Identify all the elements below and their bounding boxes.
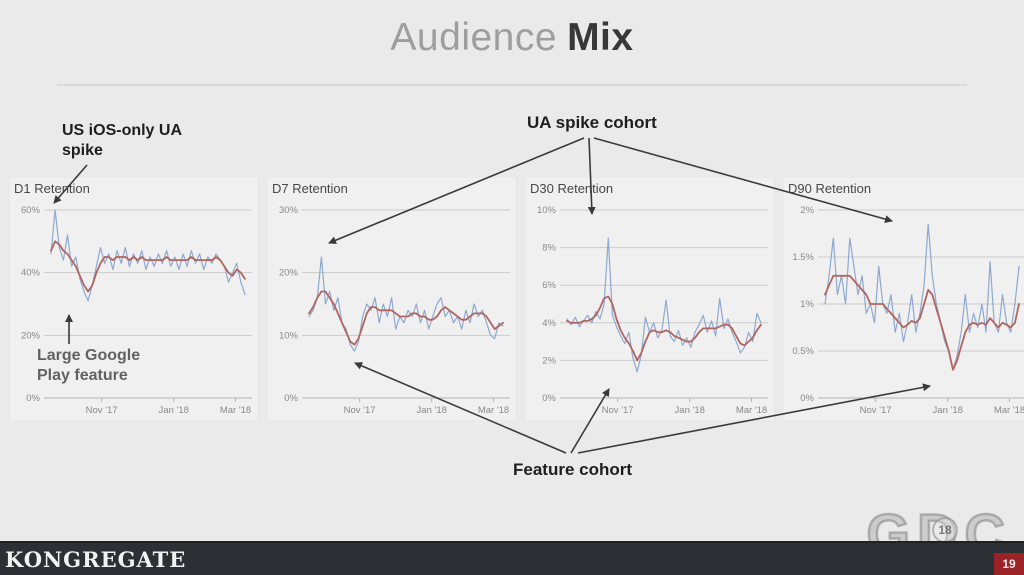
- svg-text:1%: 1%: [800, 299, 814, 310]
- chart-panel-d90-retention: D90 Retention 0% 0.5% 1% 1.5% 2% Nov '17 Jan '…: [784, 178, 1024, 420]
- annotation-google-play-feature: Large Google Play feature: [37, 347, 141, 385]
- svg-text:10%: 10%: [279, 330, 299, 341]
- svg-text:0%: 0%: [800, 393, 814, 404]
- svg-text:6%: 6%: [542, 280, 556, 291]
- svg-text:0%: 0%: [542, 393, 556, 404]
- svg-text:Nov '17: Nov '17: [602, 405, 634, 416]
- chart-panel-d7-retention: D7 Retention 0% 10% 20% 30% Nov '17 Jan '18 Ma…: [268, 178, 517, 420]
- svg-text:Nov '17: Nov '17: [344, 405, 376, 416]
- svg-text:4%: 4%: [542, 318, 556, 329]
- svg-text:8%: 8%: [542, 243, 556, 254]
- svg-text:Nov '17: Nov '17: [860, 405, 892, 416]
- svg-text:Jan '18: Jan '18: [159, 405, 189, 416]
- chart-title-d90: D90 Retention: [788, 181, 872, 196]
- chart-title-d1: D1 Retention: [14, 181, 90, 196]
- svg-text:0%: 0%: [284, 393, 298, 404]
- svg-text:Mar '18: Mar '18: [220, 405, 251, 416]
- svg-text:2%: 2%: [800, 205, 814, 216]
- page-number-badge: 19: [994, 553, 1024, 575]
- chart-title-d7: D7 Retention: [272, 181, 348, 196]
- annotation-feature-cohort: Feature cohort: [513, 460, 633, 479]
- svg-text:30%: 30%: [279, 205, 299, 216]
- svg-text:Jan '18: Jan '18: [675, 405, 705, 416]
- svg-text:2%: 2%: [542, 355, 556, 366]
- svg-text:60%: 60%: [21, 205, 41, 216]
- svg-text:0%: 0%: [26, 393, 40, 404]
- gdc-watermark-year: 18: [932, 517, 958, 543]
- d90-retention-chart: 0% 0.5% 1% 1.5% 2% Nov '17 Jan '18 Mar '18: [792, 205, 1024, 416]
- page-title-regular: Audience: [390, 16, 558, 59]
- svg-text:0.5%: 0.5%: [792, 346, 814, 357]
- svg-text:Jan '18: Jan '18: [933, 405, 963, 416]
- svg-text:Jan '18: Jan '18: [417, 405, 447, 416]
- svg-text:20%: 20%: [279, 268, 299, 279]
- d1-retention-chart: 0% 20% 40% 60% Nov '17 Jan '18 Mar '18: [21, 205, 252, 416]
- chart-title-d30: D30 Retention: [530, 181, 614, 196]
- chart-panel-d1-retention: D1 Retention 0% 20% 40% 60% Nov '17 Jan '18 Ma…: [10, 178, 259, 420]
- svg-text:20%: 20%: [21, 330, 41, 341]
- svg-text:Mar '18: Mar '18: [478, 405, 509, 416]
- svg-text:Mar '18: Mar '18: [736, 405, 767, 416]
- d30-retention-chart: 0% 2% 4% 6% 8% 10% Nov '17 Jan '18 Mar '18: [537, 205, 768, 416]
- d7-retention-chart: 0% 10% 20% 30% Nov '17 Jan '18 Mar '18: [279, 205, 510, 416]
- annotation-ua-spike-cohort: UA spike cohort: [527, 113, 657, 132]
- svg-text:1.5%: 1.5%: [792, 252, 814, 263]
- kongregate-logo: KONGREGATE: [5, 547, 187, 572]
- chart-panel-d30-retention: D30 Retention 0% 2% 4% 6% 8% 10% Nov '17 Jan '1…: [526, 178, 775, 420]
- svg-text:10%: 10%: [537, 205, 557, 216]
- svg-text:Nov '17: Nov '17: [86, 405, 118, 416]
- svg-text:40%: 40%: [21, 268, 41, 279]
- svg-text:Mar '18: Mar '18: [994, 405, 1024, 416]
- page-title: Audience Mix: [0, 16, 1024, 60]
- page-title-bold: Mix: [567, 16, 634, 59]
- title-divider: [57, 84, 967, 86]
- annotation-us-ios-spike: US iOS-only UA spike: [62, 122, 182, 160]
- footer-bar: KONGREGATE 19: [0, 541, 1024, 575]
